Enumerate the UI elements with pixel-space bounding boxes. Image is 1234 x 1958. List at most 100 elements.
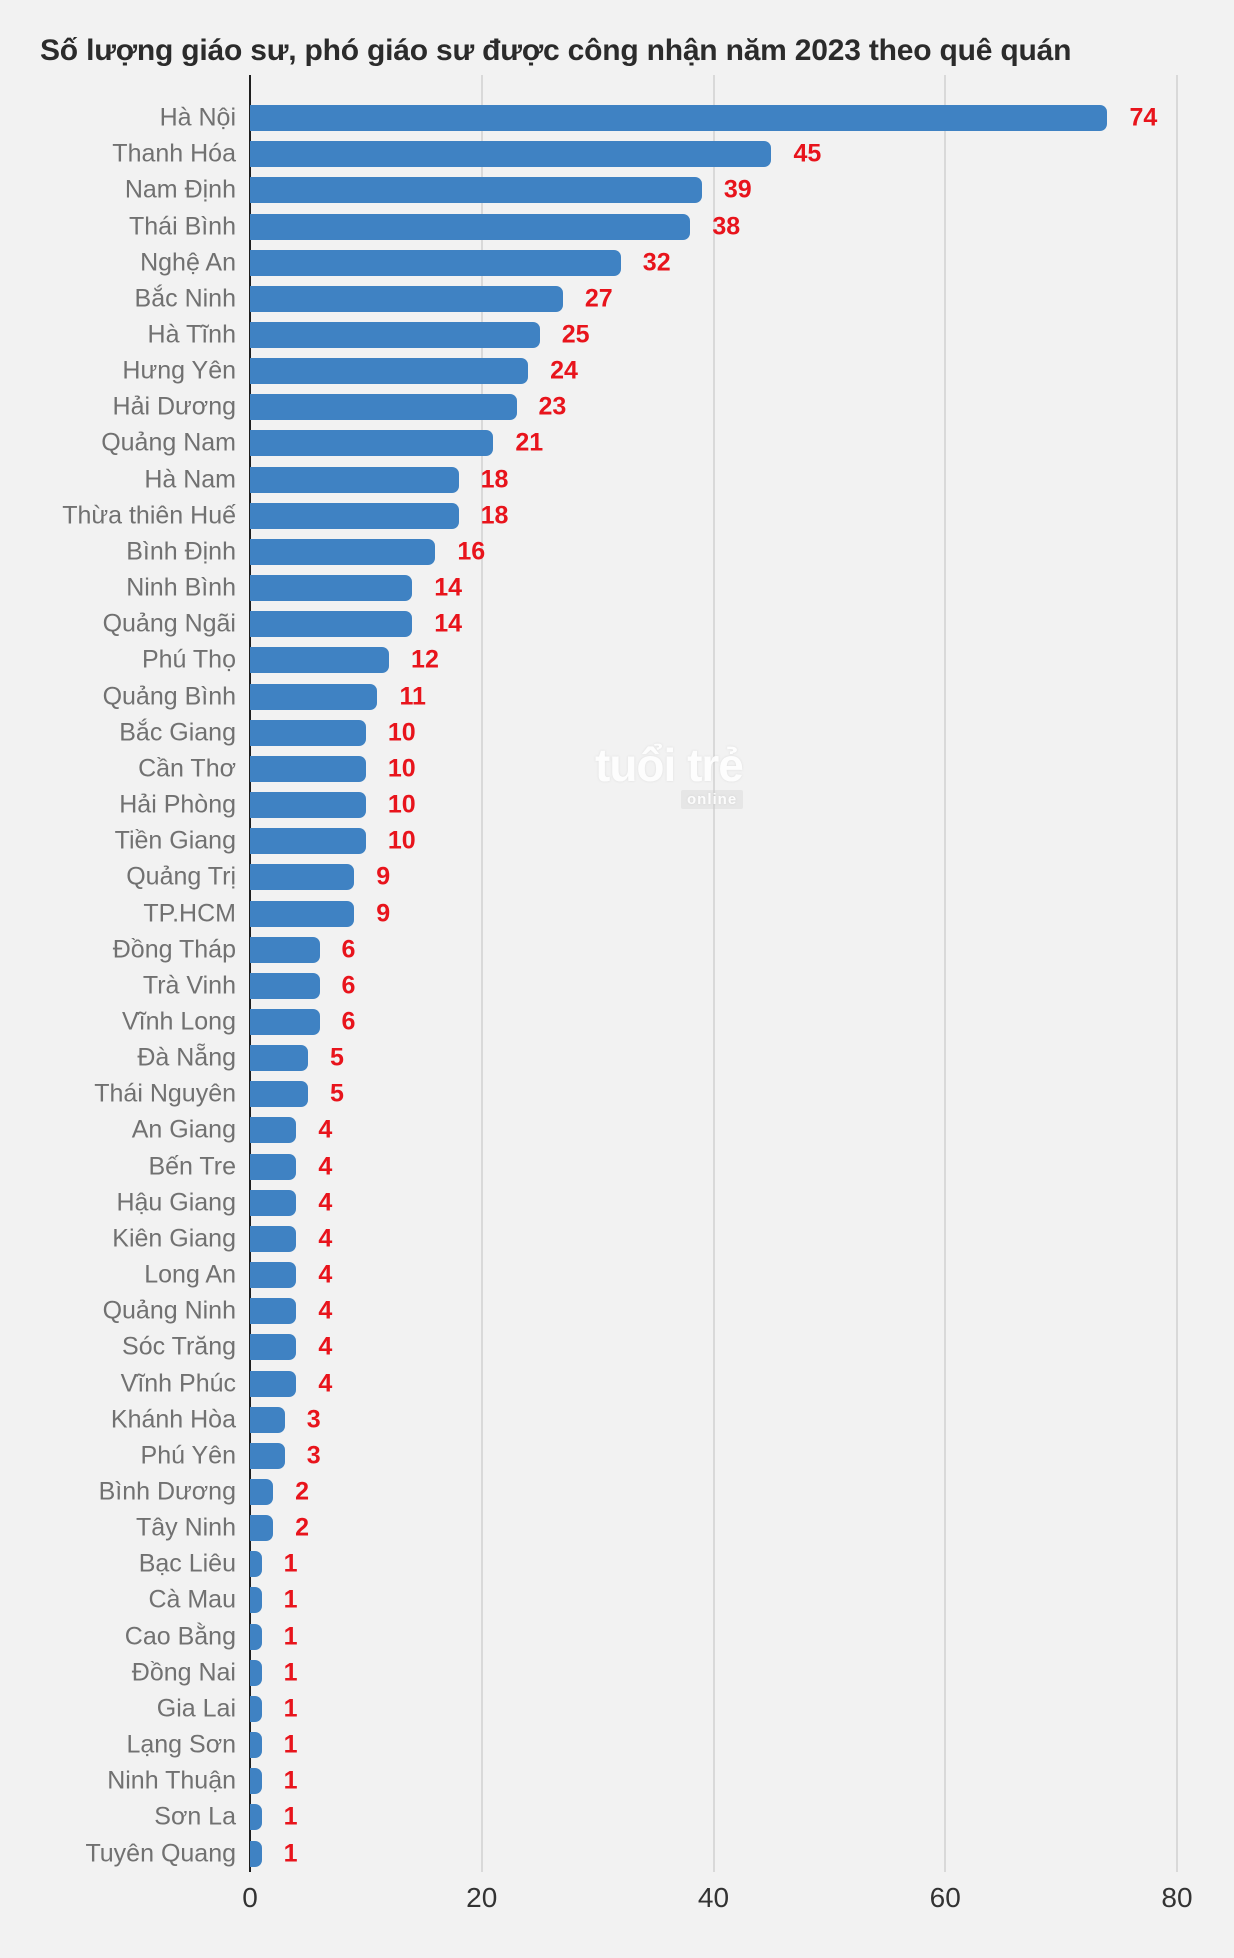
value-label: 1 bbox=[283, 1766, 298, 1795]
category-label: Hưng Yên bbox=[122, 356, 236, 385]
bar bbox=[250, 972, 320, 999]
bar bbox=[250, 828, 366, 855]
value-label: 5 bbox=[329, 1079, 344, 1108]
category-label: Bến Tre bbox=[148, 1152, 236, 1181]
category-label: Quảng Ngãi bbox=[102, 609, 236, 638]
bar bbox=[250, 1008, 320, 1035]
category-label: Kiên Giang bbox=[112, 1224, 236, 1253]
bar-row: Nghệ An 32 bbox=[0, 245, 1234, 281]
bar-row: Gia Lai 1 bbox=[0, 1691, 1234, 1727]
bar bbox=[250, 322, 540, 349]
category-label: Đà Nẵng bbox=[137, 1043, 236, 1072]
bar-row: Thừa thiên Huế 18 bbox=[0, 498, 1234, 534]
value-label: 14 bbox=[434, 573, 463, 602]
bar bbox=[250, 249, 621, 276]
category-label: Đồng Tháp bbox=[112, 935, 236, 964]
category-label: Thái Nguyên bbox=[94, 1079, 236, 1108]
bar-row: Cà Mau 1 bbox=[0, 1582, 1234, 1618]
value-label: 3 bbox=[306, 1441, 321, 1470]
bar-row: Hải Phòng 10 bbox=[0, 787, 1234, 823]
bar bbox=[250, 358, 529, 385]
value-label: 9 bbox=[376, 862, 391, 891]
bar-row: Tuyên Quang 1 bbox=[0, 1836, 1234, 1872]
value-label: 10 bbox=[387, 790, 416, 819]
bar bbox=[250, 900, 355, 927]
bar bbox=[250, 213, 691, 240]
bar-row: Phú Yên 3 bbox=[0, 1438, 1234, 1474]
category-label: TP.HCM bbox=[143, 899, 236, 928]
bar-row: Đồng Tháp 6 bbox=[0, 932, 1234, 968]
bar bbox=[250, 1551, 262, 1578]
category-label: Bình Dương bbox=[98, 1477, 236, 1506]
x-axis-tick-label: 60 bbox=[929, 1882, 961, 1913]
category-label: Nghệ An bbox=[140, 248, 236, 277]
value-label: 1 bbox=[283, 1839, 298, 1868]
bar-row: Kiên Giang 4 bbox=[0, 1221, 1234, 1257]
category-label: Bắc Ninh bbox=[134, 284, 236, 313]
value-label: 12 bbox=[411, 645, 439, 674]
x-axis: 0 20 40 60 80 bbox=[0, 1882, 1234, 1922]
category-label: Khánh Hòa bbox=[110, 1405, 236, 1434]
bar-row: Bến Tre 4 bbox=[0, 1149, 1234, 1185]
bar-row: Long An 4 bbox=[0, 1257, 1234, 1293]
category-label: Cà Mau bbox=[148, 1585, 236, 1614]
bar bbox=[250, 575, 413, 602]
bar bbox=[250, 1515, 274, 1542]
bar-row: Sơn La 1 bbox=[0, 1799, 1234, 1835]
category-label: Lạng Sơn bbox=[126, 1730, 236, 1759]
category-label: Cao Bằng bbox=[124, 1622, 236, 1651]
bar bbox=[250, 1623, 262, 1650]
bar-row: Ninh Thuận 1 bbox=[0, 1763, 1234, 1799]
value-label: 4 bbox=[318, 1260, 333, 1289]
category-label: Bạc Liêu bbox=[138, 1549, 236, 1578]
bar-row: Vĩnh Phúc 4 bbox=[0, 1365, 1234, 1401]
bar bbox=[250, 430, 494, 457]
category-label: Tây Ninh bbox=[135, 1513, 236, 1542]
bar bbox=[250, 1442, 285, 1469]
bar-row: Hà Tĩnh 25 bbox=[0, 317, 1234, 353]
value-label: 32 bbox=[642, 248, 671, 277]
category-label: Gia Lai bbox=[156, 1694, 236, 1723]
category-label: Hà Nam bbox=[144, 465, 236, 494]
bar-row: Ninh Bình 14 bbox=[0, 570, 1234, 606]
value-label: 18 bbox=[480, 501, 509, 530]
value-label: 4 bbox=[318, 1332, 333, 1361]
category-label: Quảng Ninh bbox=[102, 1296, 236, 1325]
category-label: Trà Vinh bbox=[142, 971, 236, 1000]
value-label: 24 bbox=[550, 356, 578, 385]
value-label: 11 bbox=[399, 682, 426, 711]
bar-row: Quảng Bình 11 bbox=[0, 679, 1234, 715]
bar-row: Tây Ninh 2 bbox=[0, 1510, 1234, 1546]
bar bbox=[250, 1479, 274, 1506]
bar-row: Bình Định 16 bbox=[0, 534, 1234, 570]
gridline bbox=[1176, 75, 1178, 1872]
value-label: 1 bbox=[283, 1585, 298, 1614]
bar bbox=[250, 1406, 285, 1433]
category-label: Bắc Giang bbox=[119, 718, 236, 747]
bar bbox=[250, 177, 702, 204]
bar-row: Quảng Trị 9 bbox=[0, 859, 1234, 895]
bar bbox=[250, 1298, 297, 1325]
bar bbox=[250, 1045, 308, 1072]
value-label: 9 bbox=[376, 899, 391, 928]
category-label: Nam Định bbox=[124, 175, 236, 204]
category-label: Phú Yên bbox=[140, 1441, 236, 1470]
bar bbox=[250, 1804, 262, 1831]
x-axis-tick-label: 80 bbox=[1161, 1882, 1193, 1913]
bar bbox=[250, 1117, 297, 1144]
bar-row: Sóc Trăng 4 bbox=[0, 1329, 1234, 1365]
value-label: 74 bbox=[1129, 103, 1158, 132]
bar-row: Thanh Hóa 45 bbox=[0, 136, 1234, 172]
bar bbox=[250, 285, 563, 312]
bar bbox=[250, 1695, 262, 1722]
bar bbox=[250, 502, 459, 529]
bar-row: Bình Dương 2 bbox=[0, 1474, 1234, 1510]
bar bbox=[250, 1732, 262, 1759]
value-label: 25 bbox=[561, 320, 590, 349]
bar bbox=[250, 936, 320, 963]
bar-row: An Giang 4 bbox=[0, 1112, 1234, 1148]
bar-row: Quảng Ngãi 14 bbox=[0, 606, 1234, 642]
category-label: Hải Dương bbox=[112, 392, 236, 421]
value-label: 4 bbox=[318, 1296, 333, 1325]
x-axis-tick-label: 20 bbox=[466, 1882, 498, 1913]
